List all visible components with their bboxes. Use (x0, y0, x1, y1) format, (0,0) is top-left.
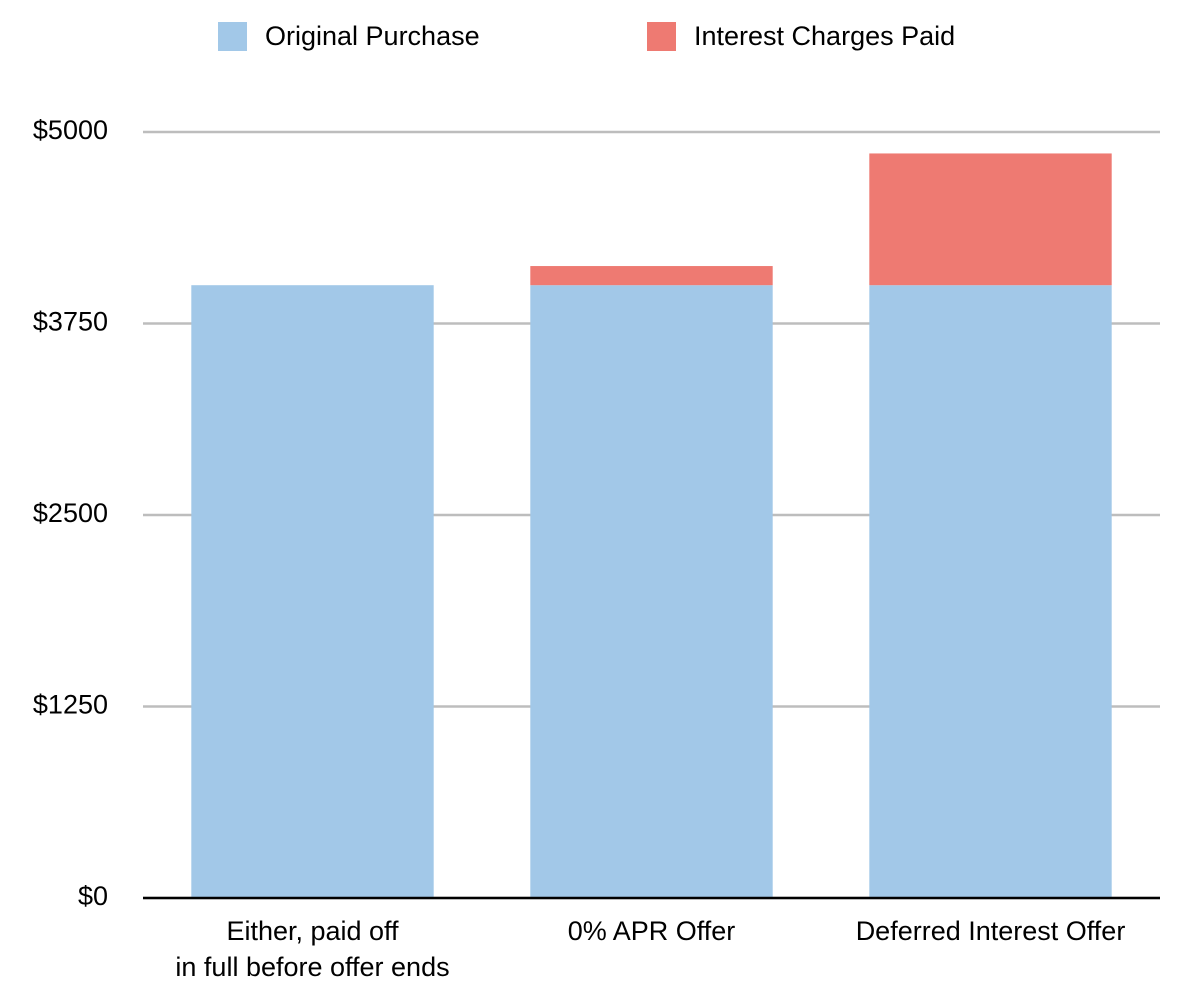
bar-segment (869, 285, 1112, 898)
x-tick-label: Either, paid off in full before offer en… (175, 916, 450, 982)
y-tick-label: $1250 (33, 690, 108, 720)
legend-swatch (218, 22, 247, 51)
bar-segment (530, 285, 773, 898)
bar-segment (530, 266, 773, 286)
y-tick-label: $5000 (33, 115, 108, 145)
y-tick-label: $0 (78, 881, 108, 911)
x-tick-label: Deferred Interest Offer (855, 916, 1126, 946)
y-tick-label: $3750 (33, 307, 108, 337)
legend-swatch (647, 22, 676, 51)
x-tick-label: 0% APR Offer (567, 916, 736, 946)
y-tick-label: $2500 (33, 498, 108, 528)
legend-label: Original Purchase (265, 21, 480, 51)
legend-label: Interest Charges Paid (694, 21, 955, 51)
bar-segment (191, 285, 434, 898)
bar-segment (869, 153, 1112, 286)
